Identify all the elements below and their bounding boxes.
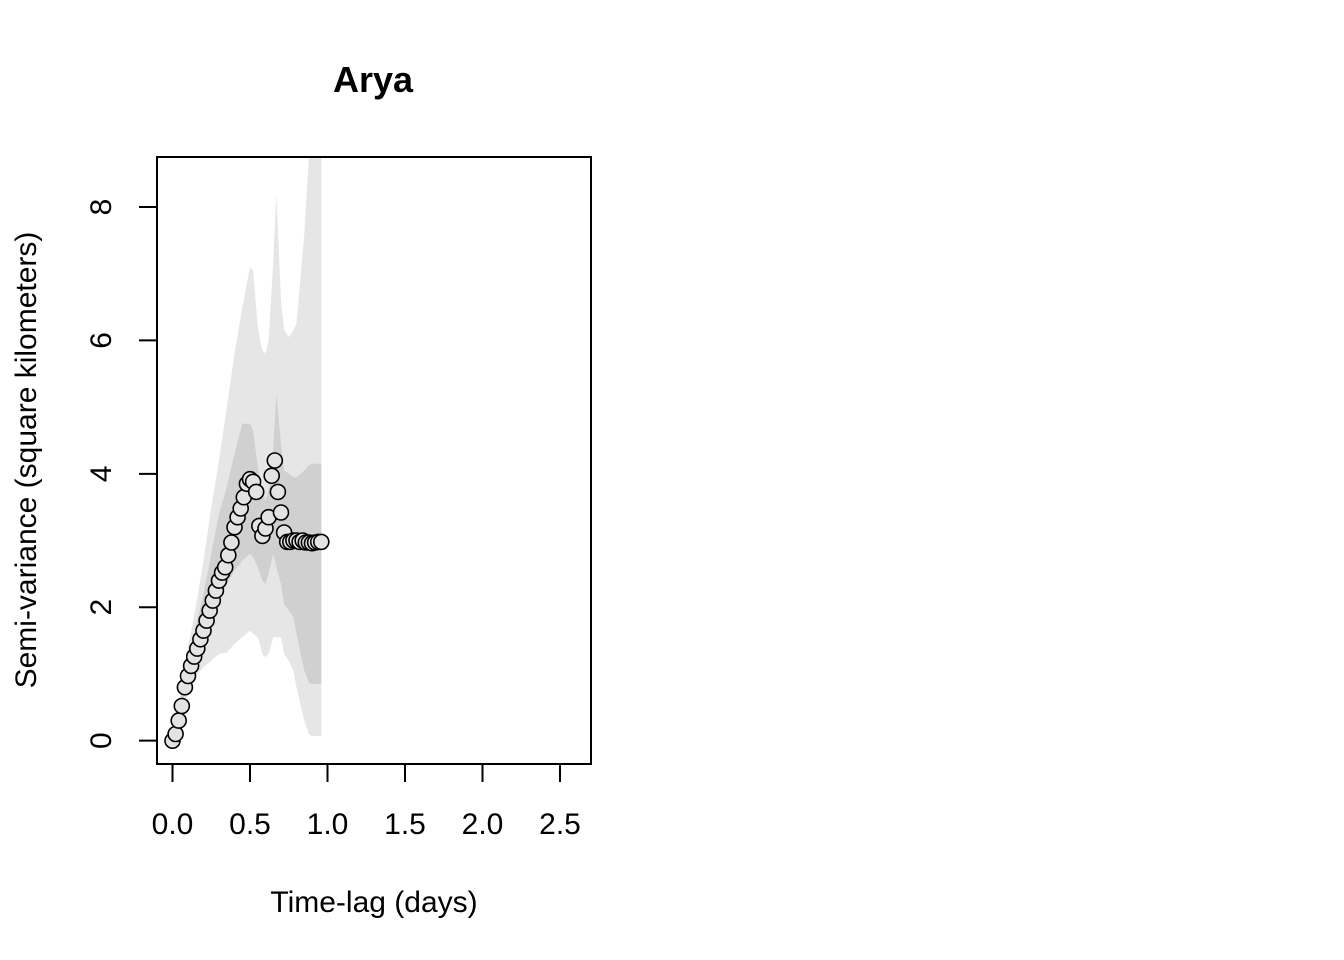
- y-tick-label: 4: [85, 465, 118, 482]
- x-tick-label: 1.0: [307, 808, 349, 841]
- x-tick-label: 2.5: [539, 808, 581, 841]
- data-point: [263, 467, 281, 485]
- y-tick-label: 2: [85, 599, 118, 616]
- data-point: [269, 483, 287, 501]
- y-axis-label: Semi-variance (square kilometers): [10, 232, 43, 689]
- data-point: [173, 697, 191, 715]
- data-point: [312, 533, 330, 551]
- y-axis: 0 2 4 6 8: [85, 199, 158, 749]
- x-axis-label: Time-lag (days): [270, 886, 477, 919]
- y-tick-label: 8: [85, 199, 118, 216]
- y-tick-label: 0: [85, 732, 118, 749]
- data-point: [272, 504, 290, 521]
- data-point: [167, 725, 184, 743]
- plot-area: [164, 157, 330, 750]
- y-tick-label: 6: [85, 332, 118, 349]
- data-point: [223, 534, 240, 551]
- data-point: [247, 483, 265, 501]
- x-tick-label: 2.0: [462, 808, 504, 841]
- x-tick-label: 0.0: [152, 808, 194, 841]
- data-point: [170, 712, 187, 729]
- x-tick-label: 0.5: [229, 808, 271, 841]
- inner-confidence-band: [172, 393, 322, 741]
- data-point: [266, 452, 284, 469]
- x-axis: 0.0 0.5 1.0 1.5 2.0 2.5: [152, 763, 581, 841]
- x-tick-label: 1.5: [384, 808, 426, 841]
- chart-title: Arya: [333, 59, 414, 100]
